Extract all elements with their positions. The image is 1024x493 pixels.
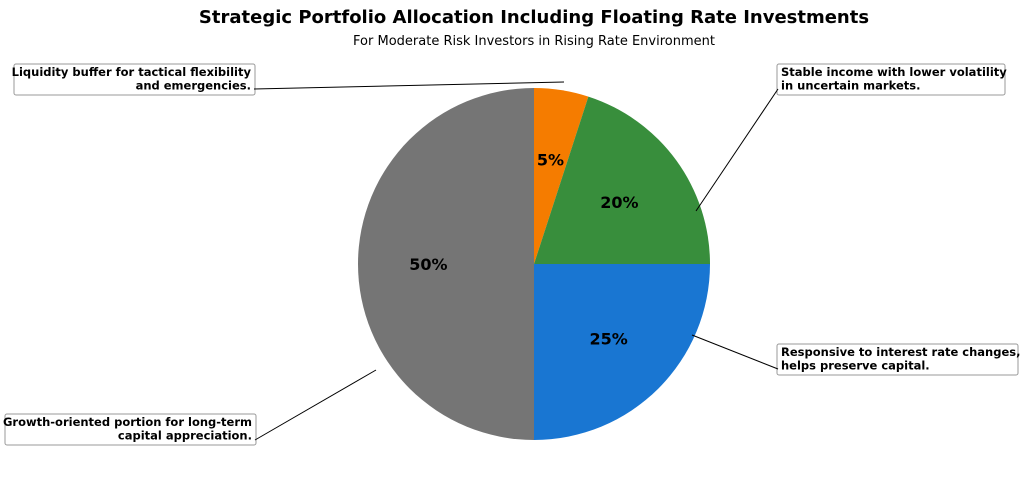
pie-slice-20 — [534, 96, 710, 265]
annotation-line: Growth-oriented portion for long-term — [3, 415, 252, 429]
pie-slice-5 — [534, 88, 589, 264]
annotation-line: in uncertain markets. — [781, 79, 920, 93]
annotation-line: Liquidity buffer for tactical flexibilit… — [12, 65, 252, 79]
annotation-box — [776, 343, 1019, 376]
annotation-line: helps preserve capital. — [781, 359, 930, 373]
slice-percent-label: 25% — [590, 330, 628, 349]
slice-percent-label: 20% — [600, 193, 638, 212]
annotation-leader-line — [695, 88, 779, 212]
annotation-line: Stable income with lower volatility — [781, 65, 1007, 79]
slice-annotation: Liquidity buffer for tactical flexibilit… — [12, 63, 565, 96]
chart-subtitle: For Moderate Risk Investors in Rising Ra… — [353, 34, 715, 49]
annotation-line: Responsive to interest rate changes, — [781, 345, 1020, 359]
pie-slices — [358, 88, 710, 440]
slice-annotations: Liquidity buffer for tactical flexibilit… — [3, 63, 1020, 446]
pie-slice-50 — [358, 88, 534, 440]
slice-percent-labels: 5% 20% 25% 50% — [409, 151, 638, 349]
slice-percent-label: 5% — [537, 151, 564, 170]
annotation-box — [4, 413, 257, 446]
annotation-leader-line — [254, 369, 377, 441]
annotation-box — [13, 63, 256, 96]
annotation-line: capital appreciation. — [118, 429, 252, 443]
annotation-leader-line — [253, 81, 565, 90]
slice-annotation: Responsive to interest rate changes,help… — [691, 334, 1020, 376]
chart-title: Strategic Portfolio Allocation Including… — [199, 7, 869, 28]
slice-percent-label: 50% — [409, 255, 447, 274]
slice-annotation: Growth-oriented portion for long-termcap… — [3, 369, 377, 446]
pie-slice-25 — [534, 264, 710, 440]
annotation-box — [776, 63, 1006, 96]
annotation-line: and emergencies. — [136, 79, 251, 93]
annotation-leader-line — [691, 334, 779, 370]
